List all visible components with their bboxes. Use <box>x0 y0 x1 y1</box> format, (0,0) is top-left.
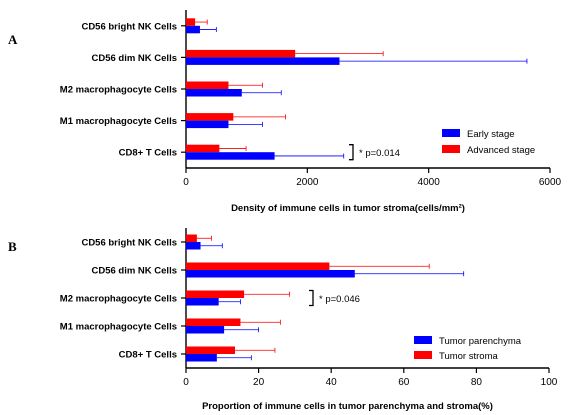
legend-label: Tumor parenchyma <box>439 336 522 347</box>
legend-label: Advanced stage <box>467 145 535 156</box>
category-label: M1 macrophagocyte Cells <box>60 322 177 333</box>
x-tick-label: 60 <box>398 377 410 388</box>
legend-swatch <box>442 129 460 137</box>
x-tick-label: 0 <box>183 177 189 188</box>
category-label: M2 macrophagocyte Cells <box>60 294 177 305</box>
x-tick-label: 4000 <box>418 177 441 188</box>
bar <box>186 49 296 58</box>
bar <box>186 290 245 298</box>
x-tick-label: 0 <box>183 377 189 388</box>
x-tick-label: 2000 <box>296 177 319 188</box>
significance-annotation: * p=0.046 <box>319 294 360 305</box>
category-label: CD56 bright NK Cells <box>81 238 177 249</box>
bar <box>186 81 229 89</box>
bar <box>186 89 242 97</box>
category-label: M2 macrophagocyte Cells <box>60 85 177 96</box>
category-label: CD56 dim NK Cells <box>91 266 177 277</box>
category-label: CD8+ T Cells <box>119 350 177 361</box>
bar <box>186 242 201 250</box>
significance-bracket <box>349 144 354 161</box>
panel-letter: B <box>8 239 17 254</box>
bar <box>186 113 234 121</box>
bar <box>186 25 200 34</box>
bar <box>186 346 236 354</box>
bar <box>186 57 340 65</box>
bar <box>186 234 197 242</box>
bar <box>186 354 217 362</box>
legend-swatch <box>414 351 432 359</box>
category-label: CD8+ T Cells <box>119 148 177 159</box>
bar <box>186 326 225 334</box>
x-tick-label: 20 <box>253 377 265 388</box>
x-tick-label: 6000 <box>539 177 562 188</box>
category-label: CD56 dim NK Cells <box>91 53 177 64</box>
significance-annotation: * p=0.014 <box>359 148 400 159</box>
legend-swatch <box>442 145 460 153</box>
x-axis-title: Proportion of immune cells in tumor pare… <box>202 401 493 412</box>
x-tick-label: 100 <box>541 377 558 388</box>
bar <box>186 152 275 160</box>
significance-bracket <box>309 289 314 307</box>
bar <box>186 262 330 270</box>
bar <box>186 298 219 306</box>
x-axis-title: Density of immune cells in tumor stroma(… <box>231 203 465 214</box>
x-tick-label: 40 <box>326 377 338 388</box>
x-tick-label: 80 <box>471 377 483 388</box>
bar <box>186 270 355 278</box>
legend-label: Tumor stroma <box>439 351 498 362</box>
legend-swatch <box>414 336 432 344</box>
bar <box>186 18 196 26</box>
bar <box>186 144 220 153</box>
category-label: M1 macrophagocyte Cells <box>60 116 177 127</box>
category-label: CD56 bright NK Cells <box>81 21 177 32</box>
bar <box>186 318 241 326</box>
panel-letter: A <box>8 32 18 47</box>
bar <box>186 120 229 129</box>
legend-label: Early stage <box>467 129 515 140</box>
